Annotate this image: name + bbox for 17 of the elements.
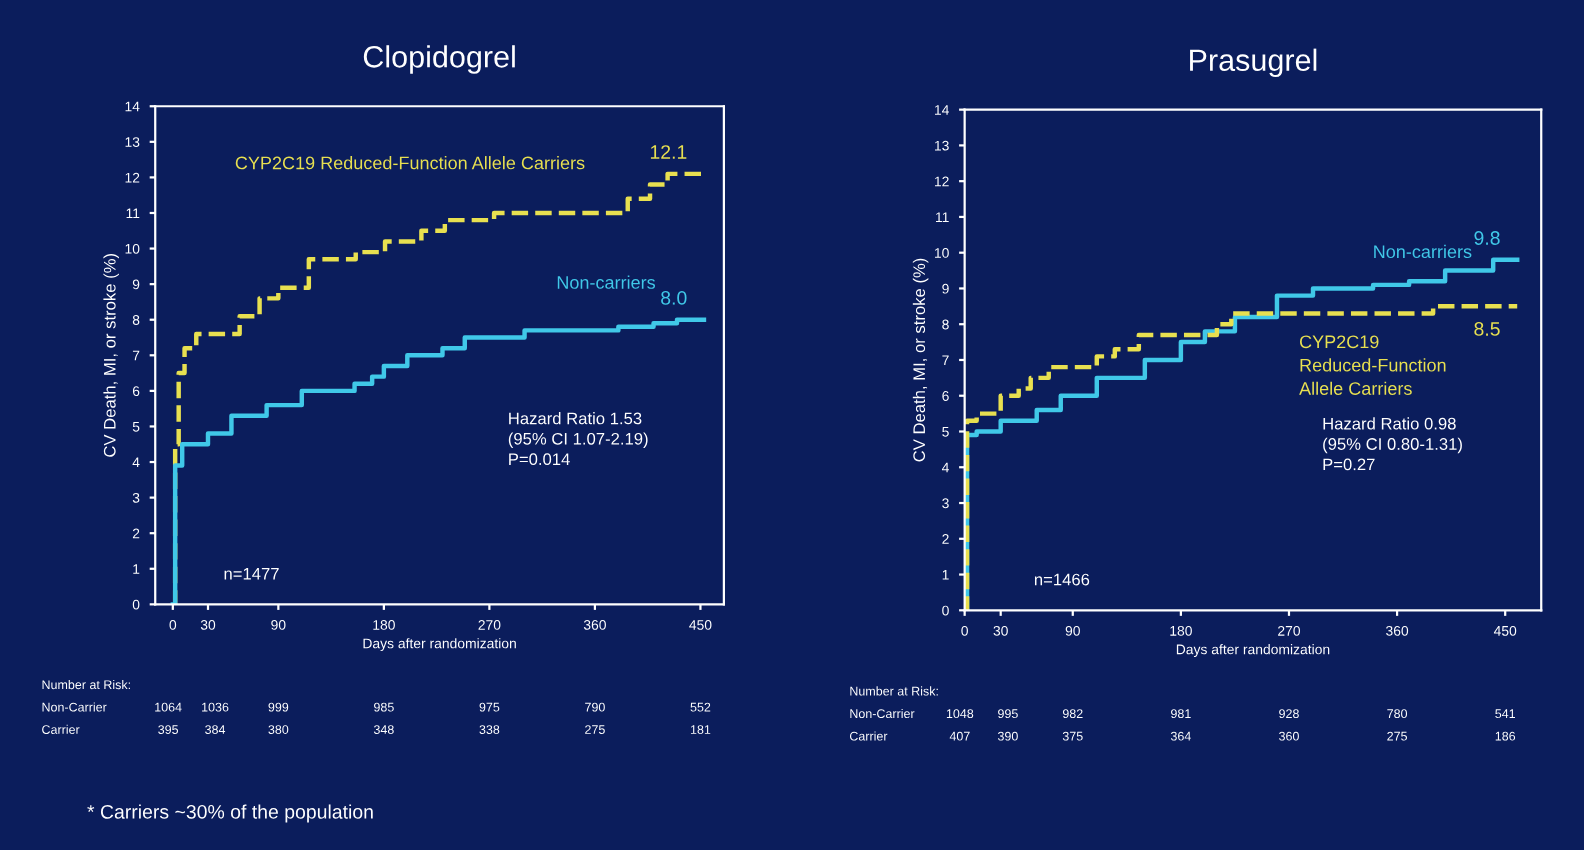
- annotation: Hazard Ratio 0.98 (95% CI 0.80-1.31) P=0.27: [1323, 417, 1462, 471]
- chart-title: Clopidogrel: [363, 45, 515, 74]
- annotation: n=1466: [1034, 573, 1090, 586]
- text: CYP2C19 Reduced-Function Allele Carriers: [235, 156, 585, 170]
- data-label: 9.8: [1474, 231, 1500, 245]
- data-label: 8.0: [661, 291, 687, 305]
- y-axis-title: CV Death, MI, or stroke (%): [103, 253, 119, 457]
- series-label: CYP2C19 Reduced-Function Allele Carriers: [1299, 335, 1446, 395]
- chart-title: Prasugrel: [1190, 48, 1317, 78]
- text: * Carriers ~30% of the population: [87, 804, 373, 823]
- y-axis-title: CV Death, MI, or stroke (%): [912, 258, 929, 462]
- series-label: Non-carriers: [1374, 244, 1472, 259]
- data-label: 8.5: [1474, 322, 1500, 336]
- data-label: 12.1: [650, 145, 687, 159]
- annotation: n=1477: [224, 567, 279, 580]
- annotation: Hazard Ratio 1.53 (95% CI 1.07-2.19) P=0.014: [508, 412, 648, 466]
- series-label: Non-carriers: [557, 275, 655, 289]
